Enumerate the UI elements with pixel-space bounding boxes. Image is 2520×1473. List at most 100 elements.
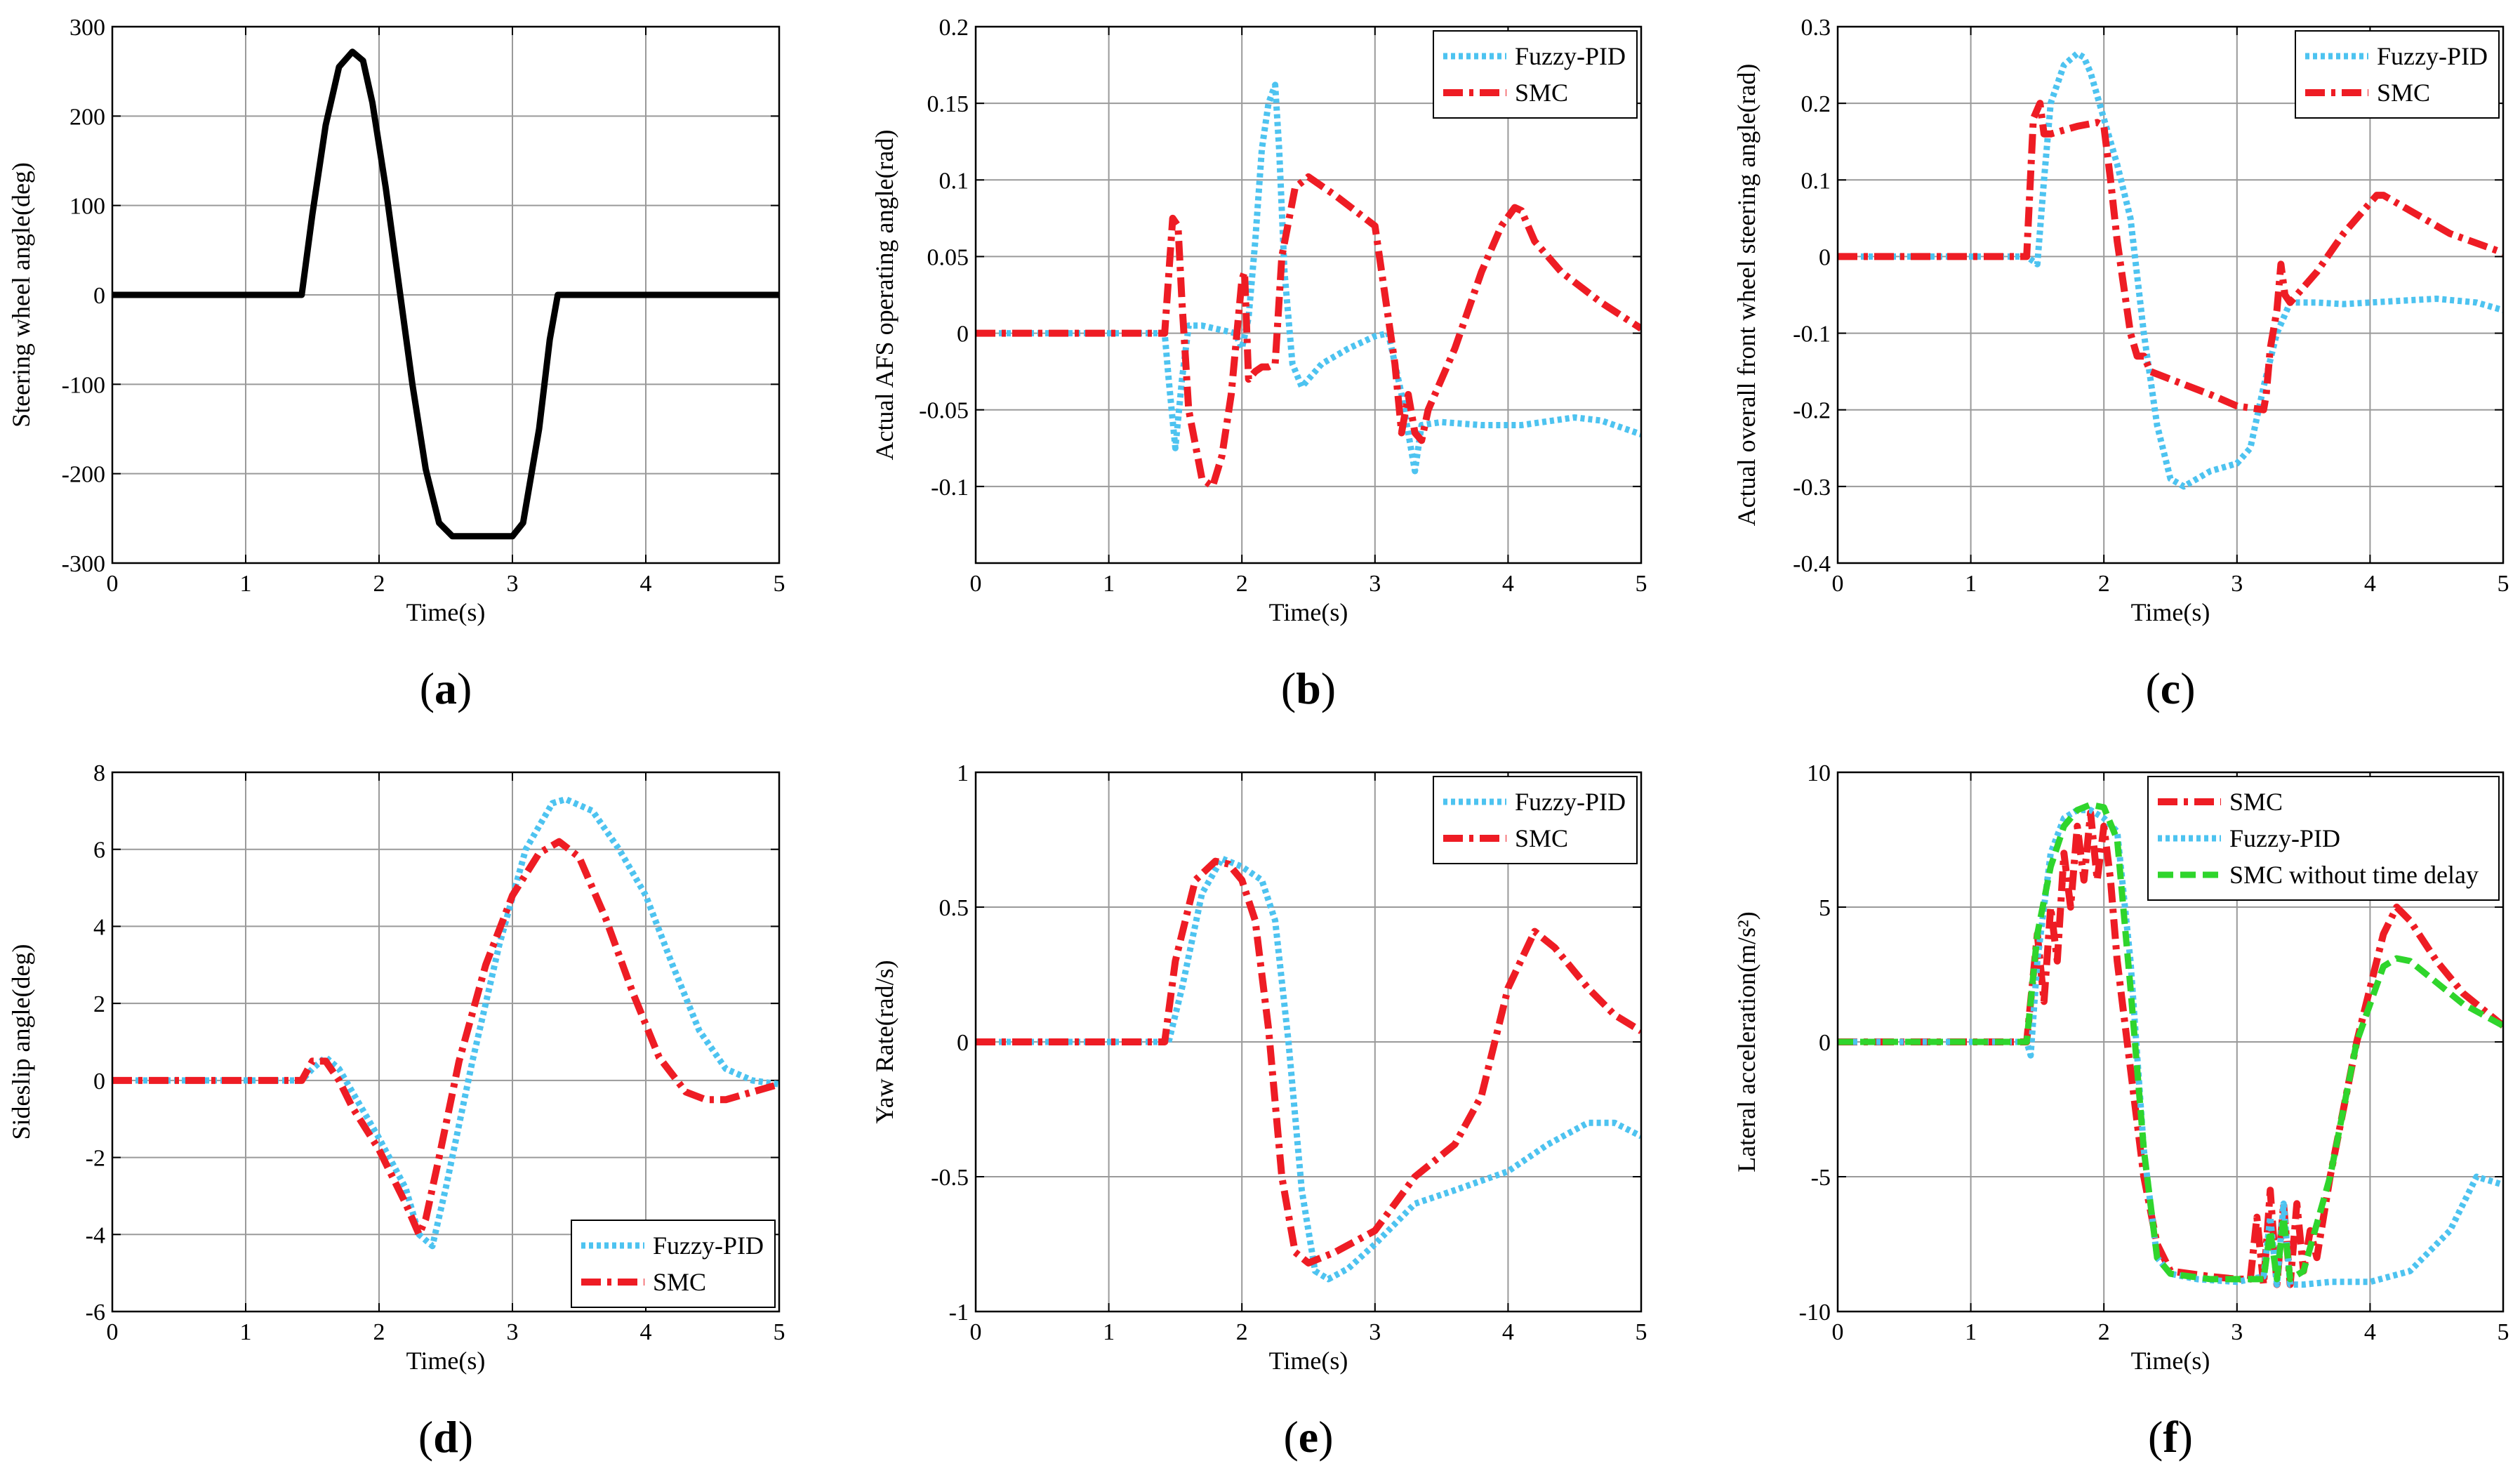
x-tick-label: 5: [2498, 571, 2509, 597]
x-tick-label: 1: [1965, 1319, 1977, 1345]
chart-panel-a: 0 1 2 3 4 5 -300 -200 -100 0 100 200 300 Time(s) Steer…: [7, 15, 785, 713]
chart-panel-c: 0 1 2 3 4 5 -0.4 -0.3 -0.2 -0.1 0 0.1 0.2 0.3 Time(s) A…: [1732, 15, 2509, 713]
y-tick-label: -0.05: [919, 398, 969, 424]
axes-frame: [1836, 25, 2505, 564]
chart-panel-d: 0 1 2 3 4 5 -6 -4 -2 0 2 4 6 8 Time(s) Sideslip angle(d…: [7, 760, 785, 1462]
y-tick-label: -0.4: [1793, 551, 1831, 577]
legend-entry-label: SMC: [2377, 79, 2430, 107]
x-axis-label: Time(s): [2131, 1347, 2210, 1375]
chart-panel-e: 0 1 2 3 4 5 -1 -0.5 0 0.5 1 Time(s) Yaw Rate(rad/s) F…: [870, 760, 1647, 1462]
panel-letter: b: [1296, 663, 1321, 713]
x-tick-label: 2: [373, 1319, 385, 1345]
y-tick-label: 0.2: [939, 15, 969, 41]
y-tick-label: 0.15: [927, 91, 969, 117]
y-tick-label: 0: [1819, 1030, 1831, 1056]
panel-label: (c): [2145, 663, 2195, 713]
legend-box: [571, 1220, 776, 1308]
y-tick-label: 2: [93, 991, 105, 1017]
legend-entry-label: SMC: [2229, 788, 2283, 816]
legend: Fuzzy-PID SMC: [571, 1220, 776, 1308]
y-axis-label: Actual AFS operating angle(rad): [870, 130, 898, 461]
x-tick-label: 2: [2098, 571, 2110, 597]
panel-letter: d: [433, 1412, 458, 1462]
legend: Fuzzy-PID SMC: [1433, 776, 1638, 864]
x-tick-label: 1: [240, 571, 252, 597]
series-line-steering-wheel-angle: [112, 48, 779, 540]
panel-label: (a): [420, 663, 472, 713]
y-tick-label: -5: [1811, 1165, 1831, 1191]
x-tick-label: 1: [1103, 571, 1115, 597]
x-tick-label: 3: [2231, 571, 2243, 597]
y-tick-label: -0.1: [1793, 322, 1831, 348]
series-line-smc: [112, 838, 779, 1238]
y-tick-label: 0.1: [1801, 168, 1831, 194]
y-tick-label: -100: [62, 372, 105, 398]
panel-letter: f: [2163, 1412, 2178, 1462]
series-line-smc: [976, 173, 1641, 490]
x-axis-label: Time(s): [406, 1347, 486, 1375]
panel-letter: e: [1299, 1412, 1318, 1462]
axes-frame: [111, 771, 781, 1313]
legend: Fuzzy-PID SMC: [2295, 30, 2500, 119]
x-tick-label: 1: [1965, 571, 1977, 597]
y-tick-label: -0.3: [1793, 475, 1831, 501]
x-tick-label: 5: [774, 571, 785, 597]
x-tick-label: 4: [2364, 571, 2376, 597]
panel-letter: a: [435, 663, 457, 713]
y-tick-label: -0.2: [1793, 398, 1831, 424]
y-tick-label: 1: [957, 760, 969, 786]
series-line-fuzzy-pid: [1838, 807, 2503, 1288]
y-tick-label: -300: [62, 551, 105, 577]
y-tick-label: 0.5: [939, 895, 969, 921]
y-tick-label: 0: [93, 1069, 105, 1095]
y-tick-label: 0.2: [1801, 91, 1831, 117]
y-tick-label: 0: [93, 283, 105, 309]
legend-entry-label: SMC without time delay: [2229, 861, 2479, 889]
legend-entry-label: Fuzzy-PID: [2377, 42, 2488, 70]
y-tick-label: 300: [69, 15, 105, 41]
panel-label: (d): [418, 1412, 473, 1462]
y-tick-label: -0.5: [931, 1165, 969, 1191]
y-tick-label: -0.1: [931, 475, 969, 501]
x-tick-label: 5: [2498, 1319, 2509, 1345]
x-tick-label: 3: [1369, 1319, 1381, 1345]
legend-entry-label: SMC: [1515, 79, 1568, 107]
x-tick-label: 2: [373, 571, 385, 597]
axes-frame: [111, 25, 781, 564]
x-tick-label: 3: [2231, 1319, 2243, 1345]
y-tick-label: 100: [69, 194, 105, 220]
y-tick-label: 0.3: [1801, 15, 1831, 41]
x-tick-label: 1: [1103, 1319, 1115, 1345]
chart-panel-f: 0 1 2 3 4 5 -10 -5 0 5 10 Time(s) Lateral accelerati…: [1732, 760, 2509, 1462]
x-axis-label: Time(s): [406, 598, 486, 626]
series-line-smc: [1838, 809, 2503, 1288]
y-tick-label: 5: [1819, 895, 1831, 921]
y-axis-label: Steering wheel angle(deg): [7, 162, 35, 428]
series-line-fuzzy-pid: [976, 855, 1641, 1283]
y-tick-label: 200: [69, 104, 105, 130]
panel-label: (e): [1283, 1412, 1333, 1462]
axes-frame: [974, 25, 1643, 564]
y-tick-label: 0: [957, 1030, 969, 1056]
legend-entry-label: SMC: [653, 1268, 706, 1296]
x-tick-label: 2: [2098, 1319, 2110, 1345]
legend: Fuzzy-PID SMC: [1433, 30, 1638, 119]
x-tick-label: 5: [774, 1319, 785, 1345]
panel-label: (b): [1281, 663, 1336, 713]
y-tick-label: 10: [1807, 760, 1831, 786]
y-tick-label: 4: [93, 914, 105, 940]
x-tick-label: 3: [507, 571, 519, 597]
y-tick-label: 0.1: [939, 168, 969, 194]
axes-frame: [974, 771, 1643, 1313]
x-axis-label: Time(s): [2131, 598, 2210, 626]
y-tick-label: 0: [957, 322, 969, 348]
x-tick-label: 0: [970, 571, 982, 597]
y-tick-label: -2: [86, 1146, 105, 1172]
x-tick-label: 2: [1236, 1319, 1248, 1345]
series-line-smc: [1838, 100, 2503, 414]
y-tick-label: 0: [1819, 244, 1831, 270]
legend-box: [1433, 776, 1638, 864]
y-tick-label: 0.05: [927, 244, 969, 270]
series-line-smc: [976, 857, 1641, 1267]
x-tick-label: 2: [1236, 571, 1248, 597]
